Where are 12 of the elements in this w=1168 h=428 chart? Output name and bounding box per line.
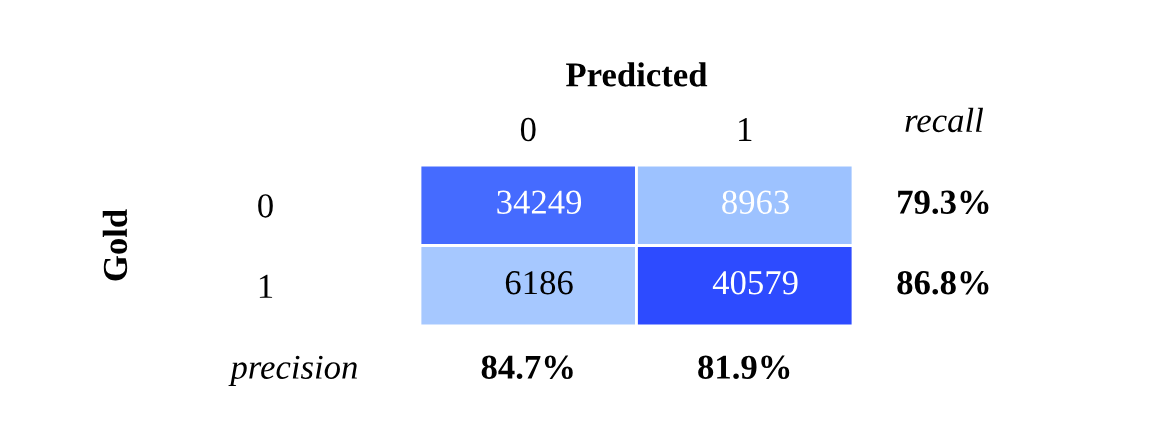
text: 81.9%	[698, 355, 790, 380]
y-axis-title: Gold	[102, 209, 128, 281]
data-label: 6186	[505, 271, 573, 295]
y2-tick-label: 86.8%	[897, 271, 989, 295]
data-label: 8963	[722, 190, 789, 214]
text: recall	[905, 107, 984, 133]
data-label: 40579	[712, 271, 798, 295]
y2-tick-label: 79.3%	[898, 190, 989, 215]
text: precision	[228, 355, 357, 387]
text: 84.7%	[481, 355, 573, 380]
chart-title: Predicted	[566, 62, 708, 87]
data-label: 34249	[497, 190, 582, 214]
